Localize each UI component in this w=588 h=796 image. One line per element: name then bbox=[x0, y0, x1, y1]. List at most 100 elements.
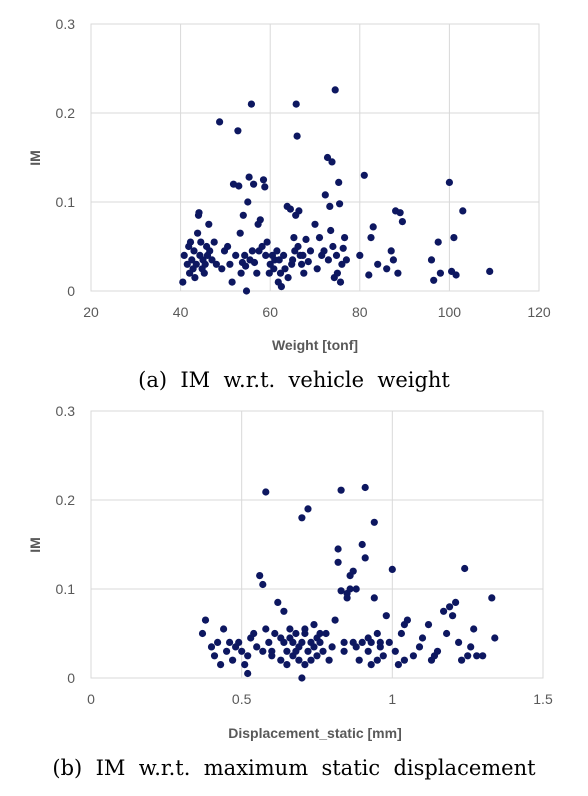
data-point-weight bbox=[273, 247, 281, 255]
data-point-displacement bbox=[304, 505, 312, 513]
data-point-displacement bbox=[340, 638, 348, 647]
data-point-displacement bbox=[352, 643, 360, 651]
caption-displacement: (b) IM w.r.t. maximum static displacemen… bbox=[52, 756, 536, 780]
data-point-weight bbox=[427, 256, 436, 264]
data-point-displacement bbox=[298, 638, 306, 647]
data-point-weight bbox=[315, 234, 324, 242]
data-point-displacement bbox=[331, 616, 339, 624]
data-point-displacement bbox=[310, 621, 318, 629]
data-point-displacement bbox=[443, 629, 451, 638]
y-ticks-displacement: 0 0.1 0.2 0.3 bbox=[56, 403, 76, 686]
data-point-displacement bbox=[280, 607, 288, 615]
data-point-weight bbox=[313, 265, 321, 273]
x-tick-label-weight: 60 bbox=[262, 304, 278, 320]
data-point-weight bbox=[302, 235, 310, 243]
data-point-displacement bbox=[256, 572, 264, 580]
data-point-weight bbox=[434, 238, 442, 246]
data-point-weight bbox=[336, 278, 345, 286]
data-point-weight bbox=[188, 256, 196, 264]
data-point-displacement bbox=[262, 488, 270, 496]
data-point-weight bbox=[293, 132, 301, 140]
data-point-displacement bbox=[446, 603, 454, 611]
data-point-displacement bbox=[424, 621, 433, 629]
data-point-weight bbox=[383, 265, 391, 273]
data-point-displacement bbox=[391, 647, 399, 655]
data-point-weight bbox=[262, 251, 270, 259]
y-tick-label-weight: 0.2 bbox=[56, 105, 76, 121]
data-point-weight bbox=[333, 269, 341, 277]
data-point-displacement bbox=[337, 587, 345, 595]
data-point-weight bbox=[234, 127, 242, 135]
data-point-weight bbox=[195, 209, 203, 217]
data-point-weight bbox=[289, 256, 297, 264]
data-point-weight bbox=[191, 274, 199, 282]
data-point-displacement bbox=[455, 638, 463, 647]
data-point-weight bbox=[232, 251, 240, 259]
data-point-weight bbox=[183, 260, 191, 268]
y-tick-label-weight: 0.3 bbox=[56, 16, 76, 32]
data-point-displacement bbox=[241, 661, 249, 669]
data-point-weight bbox=[236, 229, 244, 237]
data-point-weight bbox=[281, 265, 289, 273]
data-point-displacement bbox=[328, 643, 336, 651]
data-point-displacement bbox=[334, 558, 342, 566]
y-axis-label-weight: IM bbox=[27, 150, 43, 166]
data-point-displacement bbox=[334, 545, 342, 553]
data-point-displacement bbox=[361, 554, 369, 562]
x-ticks-weight: 20 40 60 80 100 120 bbox=[83, 304, 551, 320]
data-point-weight bbox=[228, 278, 236, 286]
data-point-weight bbox=[294, 242, 302, 251]
data-point-displacement bbox=[301, 661, 309, 669]
data-point-displacement bbox=[382, 612, 390, 620]
data-point-weight bbox=[244, 198, 252, 206]
data-point-displacement bbox=[210, 652, 219, 660]
data-point-weight bbox=[369, 223, 377, 231]
data-point-weight bbox=[250, 258, 259, 267]
data-point-weight bbox=[286, 205, 294, 213]
data-point-displacement bbox=[418, 634, 427, 642]
chart-weight: 00.10.20.3 20 40 60 80 100 120 Weight [tonf] … bbox=[27, 16, 551, 392]
data-point-displacement bbox=[316, 638, 324, 647]
data-point-displacement bbox=[268, 652, 276, 660]
data-point-displacement bbox=[358, 638, 366, 647]
data-point-displacement bbox=[244, 669, 252, 678]
data-point-weight bbox=[277, 283, 285, 291]
data-point-displacement bbox=[298, 674, 306, 682]
data-point-displacement bbox=[277, 656, 285, 664]
data-point-displacement bbox=[479, 652, 487, 660]
data-point-displacement bbox=[343, 594, 351, 602]
data-point-displacement bbox=[289, 638, 297, 647]
data-point-displacement bbox=[349, 567, 357, 575]
data-point-weight bbox=[320, 247, 328, 255]
data-point-weight bbox=[239, 211, 247, 219]
data-point-weight bbox=[336, 200, 344, 208]
data-point-weight bbox=[284, 274, 292, 282]
data-point-weight bbox=[248, 247, 256, 255]
data-point-displacement bbox=[440, 607, 448, 615]
data-point-displacement bbox=[470, 625, 478, 633]
x-axis-label-displacement: Displacement_static [mm] bbox=[228, 725, 402, 741]
data-point-weight bbox=[360, 171, 368, 179]
data-point-displacement bbox=[220, 625, 228, 633]
x-tick-label-displacement: 1 bbox=[388, 691, 396, 707]
data-point-weight bbox=[208, 256, 216, 264]
data-point-displacement bbox=[409, 652, 417, 660]
data-point-weight bbox=[387, 247, 395, 255]
data-point-weight bbox=[194, 229, 202, 237]
data-point-weight bbox=[327, 226, 335, 235]
data-point-displacement bbox=[376, 638, 384, 647]
chart-displacement: 0 0.1 0.2 0.3 0 0.5 1 1.5 Displacement_static … bbox=[27, 403, 553, 780]
data-point-displacement bbox=[313, 652, 321, 660]
points-displacement bbox=[198, 483, 499, 682]
x-tick-label-displacement: 0 bbox=[87, 691, 95, 707]
data-point-displacement bbox=[298, 514, 306, 522]
data-point-weight bbox=[374, 260, 382, 268]
x-tick-label-displacement: 0.5 bbox=[232, 691, 252, 707]
data-point-weight bbox=[300, 269, 308, 277]
data-point-displacement bbox=[322, 629, 330, 638]
data-point-weight bbox=[212, 260, 220, 268]
data-point-weight bbox=[342, 256, 350, 264]
data-point-weight bbox=[237, 269, 245, 277]
data-point-weight bbox=[398, 218, 406, 226]
data-point-displacement bbox=[449, 612, 457, 620]
